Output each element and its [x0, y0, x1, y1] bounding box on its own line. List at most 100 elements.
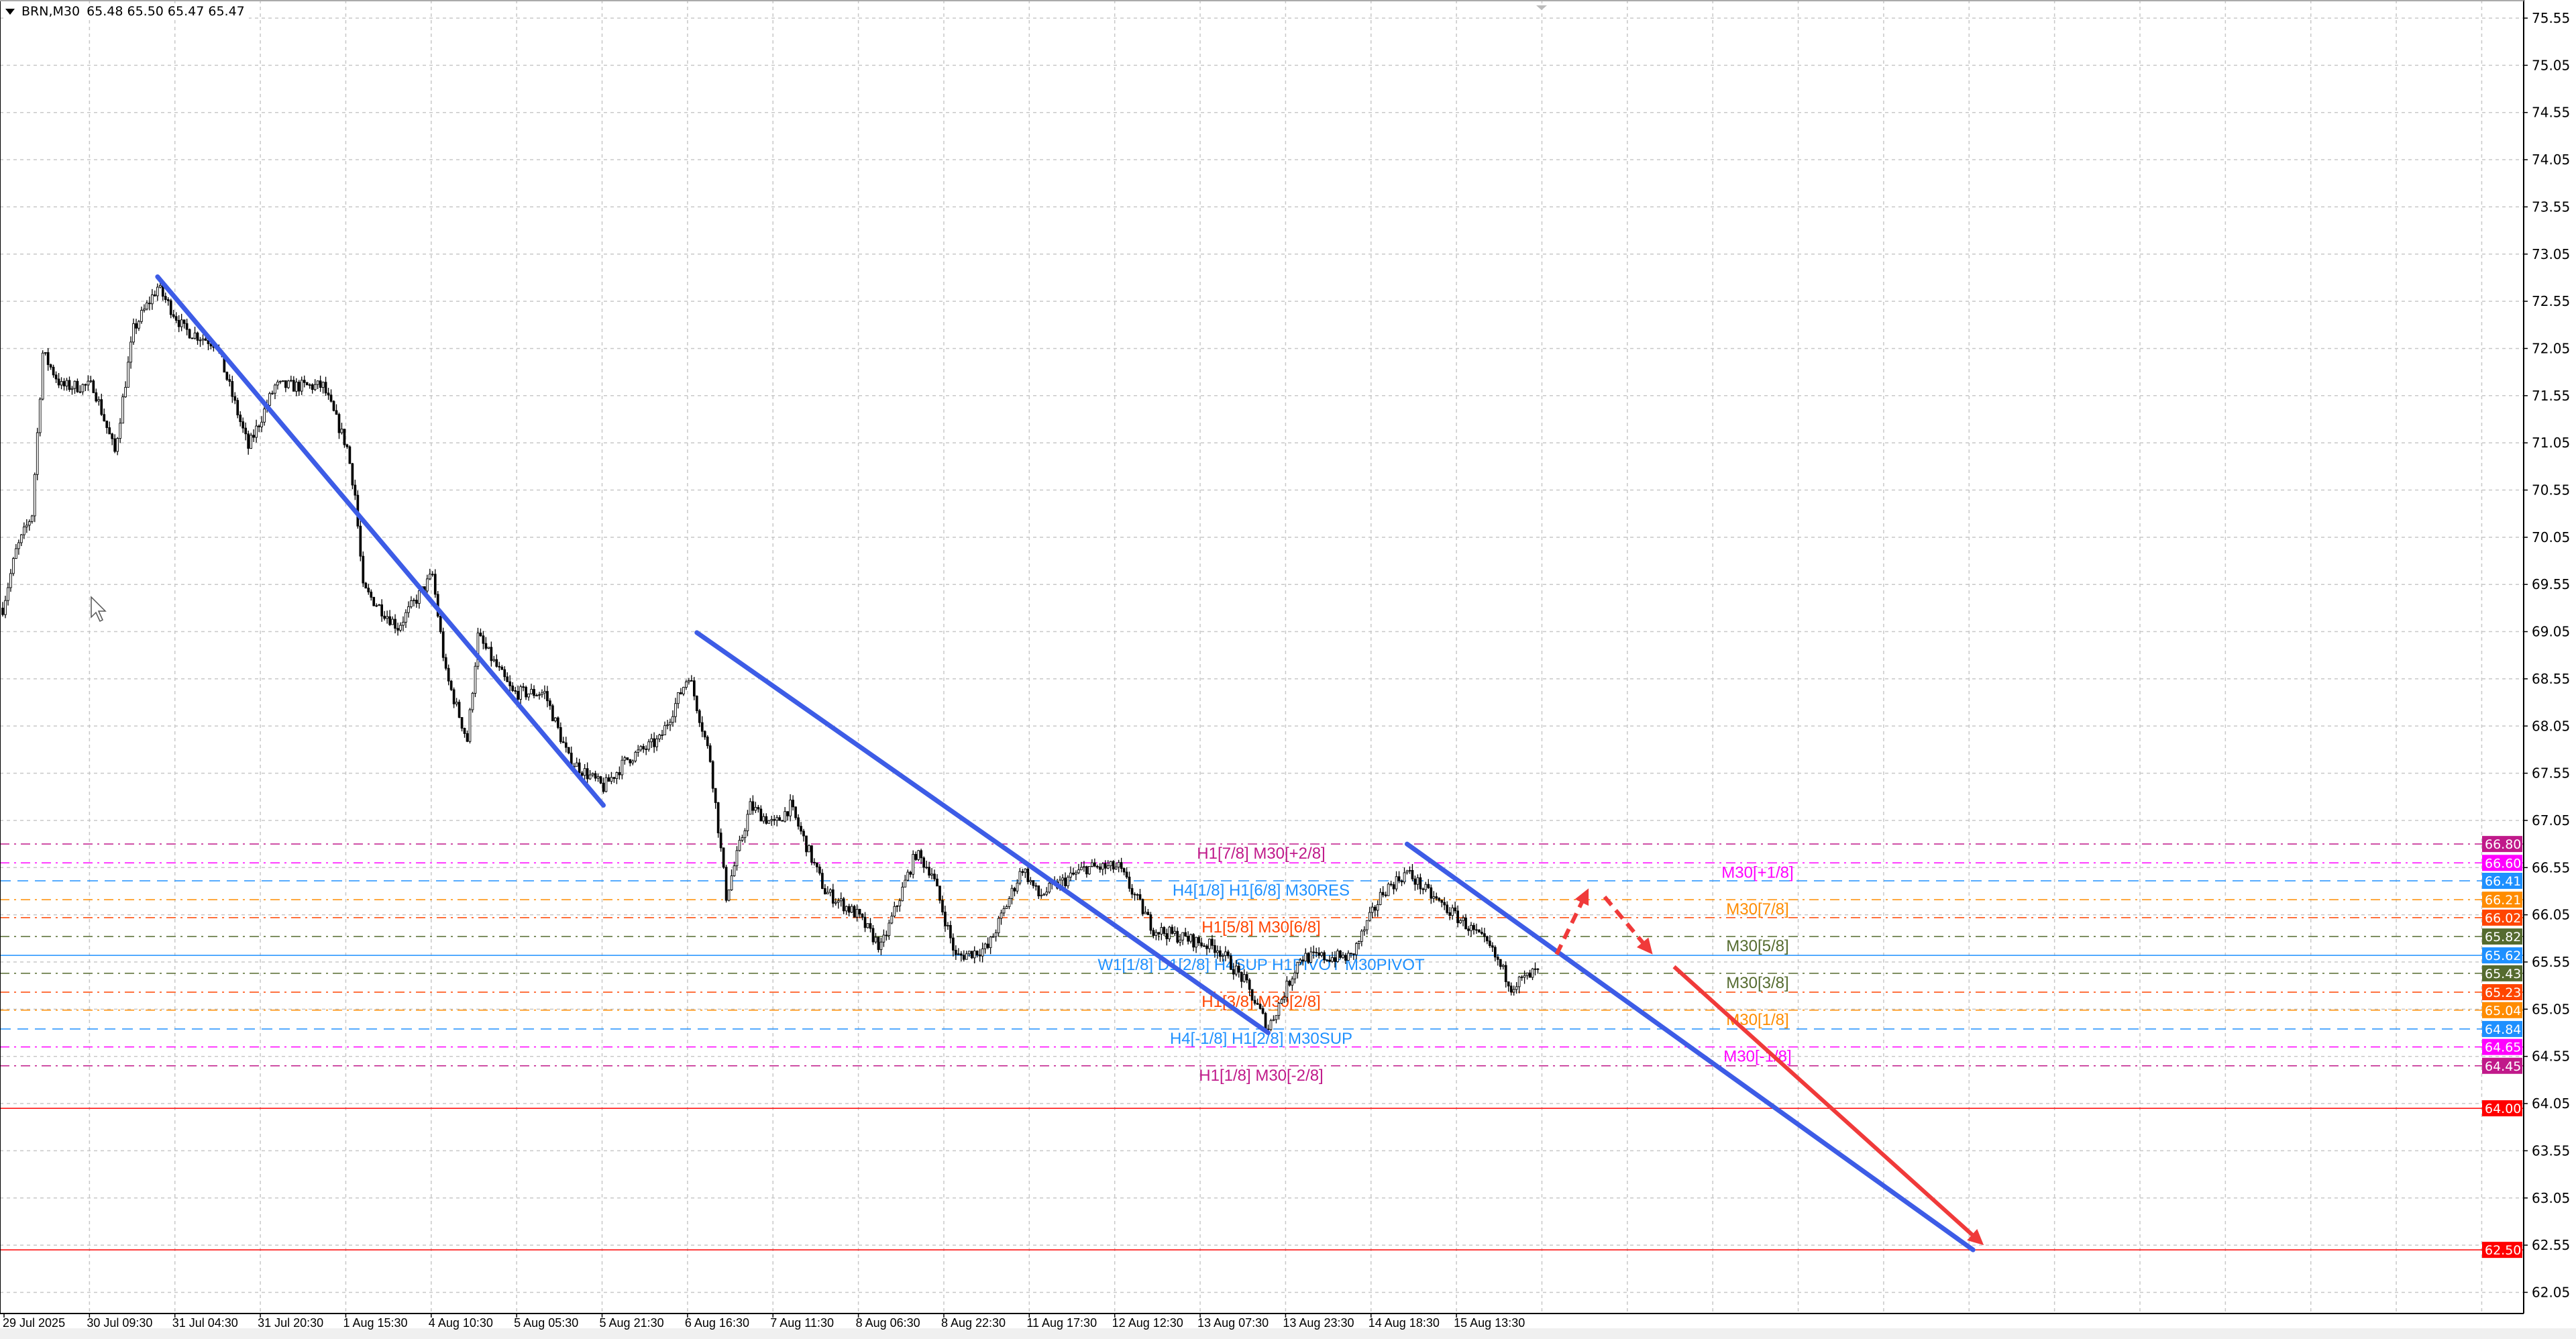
price-badge-label: 64.45	[2485, 1059, 2521, 1074]
candle-body	[930, 873, 933, 876]
price-badge-label: 65.82	[2485, 930, 2521, 945]
candle-body	[778, 817, 782, 821]
candle-body	[1501, 965, 1505, 967]
candle-body	[500, 666, 504, 670]
candle-body	[151, 294, 154, 305]
candle-body	[813, 861, 816, 863]
level-label: H1[1/8] M30[-2/8]	[1199, 1067, 1323, 1085]
candle-body	[879, 941, 883, 951]
candle-body	[294, 382, 298, 392]
candle-body	[321, 382, 325, 388]
candle-body	[1155, 932, 1158, 936]
candle-body	[1419, 877, 1422, 890]
y-tick-label: 68.55	[2532, 671, 2570, 687]
candle-body	[578, 762, 581, 773]
candle-body	[1216, 950, 1219, 953]
candle-body	[158, 285, 162, 288]
arrow-line[interactable]	[1672, 965, 1975, 1238]
candle-body	[17, 542, 20, 549]
candle-body	[575, 762, 578, 767]
candle-body	[22, 527, 25, 535]
arrow-head[interactable]	[1967, 1229, 1984, 1246]
trendline[interactable]	[155, 274, 606, 808]
candle-body	[1064, 877, 1067, 887]
y-tick-label: 74.05	[2532, 152, 2570, 168]
candle-body	[685, 681, 688, 688]
candle-body	[981, 948, 984, 957]
candle-body	[727, 890, 731, 901]
mouse-cursor-icon	[91, 596, 107, 623]
candle-body	[1400, 880, 1403, 883]
candle-body	[244, 427, 248, 435]
drawings[interactable]	[155, 274, 1984, 1252]
trendline[interactable]	[694, 630, 1271, 1036]
candle-body	[433, 574, 437, 595]
y-tick-label: 67.55	[2532, 765, 2570, 782]
candle-body	[962, 955, 965, 960]
candle-body	[25, 525, 28, 527]
arrow-head[interactable]	[1574, 888, 1589, 906]
x-tick-label: 11 Aug 17:30	[1026, 1316, 1097, 1330]
y-tick-label: 73.55	[2532, 199, 2570, 215]
candle-body	[1256, 1003, 1259, 1005]
candle-body	[658, 735, 661, 739]
candle-body	[449, 680, 453, 690]
candle-body	[199, 339, 202, 341]
candle-body	[15, 548, 17, 559]
candle-body	[255, 425, 258, 438]
candle-body	[695, 696, 698, 711]
candle-body	[1499, 959, 1502, 967]
candle-body	[394, 619, 396, 629]
candle-body	[319, 380, 322, 388]
arrow-line[interactable]	[1603, 895, 1646, 945]
y-tick-label: 63.05	[2532, 1190, 2570, 1206]
candle-body	[1440, 900, 1444, 903]
candle-body	[808, 845, 810, 853]
candle-body	[1517, 976, 1521, 987]
candle-body	[1459, 920, 1462, 924]
candle-body	[100, 399, 103, 415]
candle-body	[1357, 941, 1360, 944]
candle-body	[324, 382, 327, 394]
candle-body	[637, 749, 640, 753]
candle-body	[62, 381, 66, 386]
candle-body	[1253, 1000, 1256, 1004]
candle-body	[906, 871, 910, 881]
candle-body	[901, 886, 904, 902]
trendline[interactable]	[1404, 841, 1976, 1252]
y-tick-label: 72.05	[2532, 340, 2570, 356]
candle-body	[983, 943, 987, 949]
candle-body	[492, 659, 496, 661]
candle-body	[276, 381, 279, 386]
candle-body	[1101, 863, 1104, 870]
candle-body	[65, 380, 68, 386]
candle-body	[279, 380, 282, 382]
x-tick-label: 5 Aug 21:30	[600, 1316, 664, 1330]
dropdown-triangle-icon[interactable]	[5, 8, 15, 15]
candle-body	[1470, 924, 1472, 931]
price-badge	[2482, 892, 2522, 908]
candle-body	[154, 294, 156, 297]
candle-body	[561, 741, 565, 743]
candle-body	[1122, 868, 1126, 873]
candle-body	[559, 727, 562, 743]
shift-marker-icon[interactable]	[1536, 5, 1547, 10]
candle-body	[1136, 894, 1139, 896]
candle-body	[672, 716, 674, 723]
price-badge	[2482, 1002, 2522, 1018]
candle-body	[642, 746, 645, 749]
candle-body	[396, 628, 399, 631]
candle-body	[1427, 883, 1430, 888]
candle-body	[463, 728, 466, 734]
candle-body	[591, 773, 594, 775]
candle-body	[428, 574, 431, 580]
candle-body	[388, 616, 391, 625]
candle-body	[789, 800, 792, 816]
candle-body	[1421, 888, 1425, 890]
arrow-head[interactable]	[1636, 937, 1653, 955]
candle-body	[724, 867, 728, 901]
arrow-line[interactable]	[1554, 900, 1585, 956]
candle-body	[1037, 885, 1040, 896]
candle-body	[1342, 955, 1344, 958]
